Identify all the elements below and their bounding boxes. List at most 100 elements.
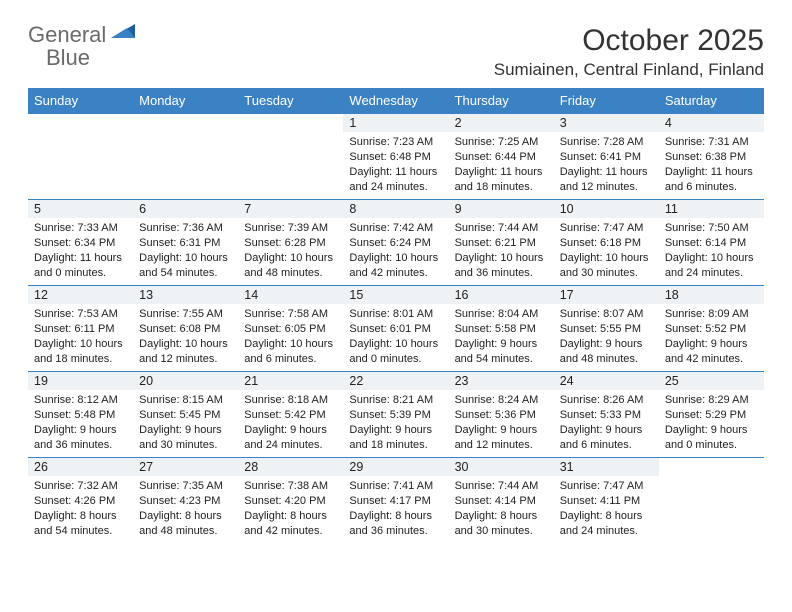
calendar-day-cell: 6Sunrise: 7:36 AMSunset: 6:31 PMDaylight… <box>133 200 238 286</box>
daylight-line: Daylight: 11 hours and 0 minutes. <box>34 251 127 281</box>
sunrise-line: Sunrise: 8:04 AM <box>455 307 548 322</box>
day-header: Friday <box>554 88 659 114</box>
calendar-day-cell: 22Sunrise: 8:21 AMSunset: 5:39 PMDayligh… <box>343 372 448 458</box>
day-details: Sunrise: 7:35 AMSunset: 4:23 PMDaylight:… <box>133 476 238 542</box>
calendar-day-cell: 30Sunrise: 7:44 AMSunset: 4:14 PMDayligh… <box>449 458 554 544</box>
sunset-line: Sunset: 5:36 PM <box>455 408 548 423</box>
day-number: 26 <box>28 458 133 476</box>
brand-logo: General Blue <box>28 24 137 70</box>
sunrise-line: Sunrise: 7:41 AM <box>349 479 442 494</box>
sunset-line: Sunset: 5:42 PM <box>244 408 337 423</box>
calendar-day-cell: 17Sunrise: 8:07 AMSunset: 5:55 PMDayligh… <box>554 286 659 372</box>
sunset-line: Sunset: 6:18 PM <box>560 236 653 251</box>
sunset-line: Sunset: 6:21 PM <box>455 236 548 251</box>
day-number: 24 <box>554 372 659 390</box>
day-details: Sunrise: 7:31 AMSunset: 6:38 PMDaylight:… <box>659 132 764 198</box>
daylight-line: Daylight: 8 hours and 36 minutes. <box>349 509 442 539</box>
daylight-line: Daylight: 10 hours and 30 minutes. <box>560 251 653 281</box>
sunrise-line: Sunrise: 7:35 AM <box>139 479 232 494</box>
sunset-line: Sunset: 4:17 PM <box>349 494 442 509</box>
day-details: Sunrise: 7:58 AMSunset: 6:05 PMDaylight:… <box>238 304 343 370</box>
daylight-line: Daylight: 10 hours and 42 minutes. <box>349 251 442 281</box>
daylight-line: Daylight: 9 hours and 54 minutes. <box>455 337 548 367</box>
location-text: Sumiainen, Central Finland, Finland <box>494 60 764 80</box>
sunset-line: Sunset: 6:31 PM <box>139 236 232 251</box>
sunset-line: Sunset: 5:45 PM <box>139 408 232 423</box>
daylight-line: Daylight: 8 hours and 24 minutes. <box>560 509 653 539</box>
calendar-day-cell: 28Sunrise: 7:38 AMSunset: 4:20 PMDayligh… <box>238 458 343 544</box>
calendar-day-cell: 11Sunrise: 7:50 AMSunset: 6:14 PMDayligh… <box>659 200 764 286</box>
day-number: 17 <box>554 286 659 304</box>
sunset-line: Sunset: 6:01 PM <box>349 322 442 337</box>
daylight-line: Daylight: 8 hours and 54 minutes. <box>34 509 127 539</box>
sunrise-line: Sunrise: 8:24 AM <box>455 393 548 408</box>
daylight-line: Daylight: 11 hours and 6 minutes. <box>665 165 758 195</box>
day-details: Sunrise: 7:44 AMSunset: 6:21 PMDaylight:… <box>449 218 554 284</box>
day-header: Monday <box>133 88 238 114</box>
month-title: October 2025 <box>494 24 764 58</box>
calendar-day-cell: 8Sunrise: 7:42 AMSunset: 6:24 PMDaylight… <box>343 200 448 286</box>
day-number: 6 <box>133 200 238 218</box>
daylight-line: Daylight: 11 hours and 18 minutes. <box>455 165 548 195</box>
sunset-line: Sunset: 5:33 PM <box>560 408 653 423</box>
day-number: 18 <box>659 286 764 304</box>
sunset-line: Sunset: 6:28 PM <box>244 236 337 251</box>
day-details: Sunrise: 8:07 AMSunset: 5:55 PMDaylight:… <box>554 304 659 370</box>
day-details: Sunrise: 8:04 AMSunset: 5:58 PMDaylight:… <box>449 304 554 370</box>
daylight-line: Daylight: 10 hours and 12 minutes. <box>139 337 232 367</box>
calendar-header-row: SundayMondayTuesdayWednesdayThursdayFrid… <box>28 88 764 114</box>
calendar-day-cell: 10Sunrise: 7:47 AMSunset: 6:18 PMDayligh… <box>554 200 659 286</box>
sunrise-line: Sunrise: 8:21 AM <box>349 393 442 408</box>
daylight-line: Daylight: 10 hours and 36 minutes. <box>455 251 548 281</box>
sunrise-line: Sunrise: 7:23 AM <box>349 135 442 150</box>
sunrise-line: Sunrise: 7:42 AM <box>349 221 442 236</box>
calendar-day-cell: 31Sunrise: 7:47 AMSunset: 4:11 PMDayligh… <box>554 458 659 544</box>
day-details: Sunrise: 7:25 AMSunset: 6:44 PMDaylight:… <box>449 132 554 198</box>
calendar-table: SundayMondayTuesdayWednesdayThursdayFrid… <box>28 88 764 544</box>
sunrise-line: Sunrise: 7:50 AM <box>665 221 758 236</box>
calendar-week-row: 5Sunrise: 7:33 AMSunset: 6:34 PMDaylight… <box>28 200 764 286</box>
day-details: Sunrise: 8:26 AMSunset: 5:33 PMDaylight:… <box>554 390 659 456</box>
sunrise-line: Sunrise: 7:58 AM <box>244 307 337 322</box>
sunrise-line: Sunrise: 7:31 AM <box>665 135 758 150</box>
calendar-day-cell: 14Sunrise: 7:58 AMSunset: 6:05 PMDayligh… <box>238 286 343 372</box>
daylight-line: Daylight: 9 hours and 12 minutes. <box>455 423 548 453</box>
sunrise-line: Sunrise: 7:47 AM <box>560 221 653 236</box>
sunrise-line: Sunrise: 7:55 AM <box>139 307 232 322</box>
daylight-line: Daylight: 9 hours and 24 minutes. <box>244 423 337 453</box>
day-number: 5 <box>28 200 133 218</box>
daylight-line: Daylight: 11 hours and 12 minutes. <box>560 165 653 195</box>
sunrise-line: Sunrise: 7:39 AM <box>244 221 337 236</box>
calendar-week-row: 12Sunrise: 7:53 AMSunset: 6:11 PMDayligh… <box>28 286 764 372</box>
day-number: 22 <box>343 372 448 390</box>
sunrise-line: Sunrise: 7:32 AM <box>34 479 127 494</box>
daylight-line: Daylight: 8 hours and 30 minutes. <box>455 509 548 539</box>
daylight-line: Daylight: 8 hours and 48 minutes. <box>139 509 232 539</box>
sunrise-line: Sunrise: 7:28 AM <box>560 135 653 150</box>
calendar-day-cell: 15Sunrise: 8:01 AMSunset: 6:01 PMDayligh… <box>343 286 448 372</box>
sunrise-line: Sunrise: 8:09 AM <box>665 307 758 322</box>
day-details: Sunrise: 7:47 AMSunset: 6:18 PMDaylight:… <box>554 218 659 284</box>
sunset-line: Sunset: 5:55 PM <box>560 322 653 337</box>
brand-part1: General <box>28 22 106 47</box>
calendar-day-cell: 21Sunrise: 8:18 AMSunset: 5:42 PMDayligh… <box>238 372 343 458</box>
sunrise-line: Sunrise: 7:33 AM <box>34 221 127 236</box>
daylight-line: Daylight: 9 hours and 48 minutes. <box>560 337 653 367</box>
calendar-day-cell: 16Sunrise: 8:04 AMSunset: 5:58 PMDayligh… <box>449 286 554 372</box>
daylight-line: Daylight: 10 hours and 24 minutes. <box>665 251 758 281</box>
calendar-day-cell: 26Sunrise: 7:32 AMSunset: 4:26 PMDayligh… <box>28 458 133 544</box>
sunset-line: Sunset: 6:24 PM <box>349 236 442 251</box>
day-number: 7 <box>238 200 343 218</box>
sunrise-line: Sunrise: 8:07 AM <box>560 307 653 322</box>
calendar-day-cell: 29Sunrise: 7:41 AMSunset: 4:17 PMDayligh… <box>343 458 448 544</box>
day-number: 2 <box>449 114 554 132</box>
sunrise-line: Sunrise: 7:53 AM <box>34 307 127 322</box>
sunrise-line: Sunrise: 8:26 AM <box>560 393 653 408</box>
sunset-line: Sunset: 5:48 PM <box>34 408 127 423</box>
brand-triangle-icon <box>111 24 137 47</box>
day-details: Sunrise: 7:28 AMSunset: 6:41 PMDaylight:… <box>554 132 659 198</box>
calendar-day-cell: 4Sunrise: 7:31 AMSunset: 6:38 PMDaylight… <box>659 114 764 200</box>
daylight-line: Daylight: 9 hours and 0 minutes. <box>665 423 758 453</box>
day-details: Sunrise: 8:18 AMSunset: 5:42 PMDaylight:… <box>238 390 343 456</box>
calendar-week-row: 26Sunrise: 7:32 AMSunset: 4:26 PMDayligh… <box>28 458 764 544</box>
